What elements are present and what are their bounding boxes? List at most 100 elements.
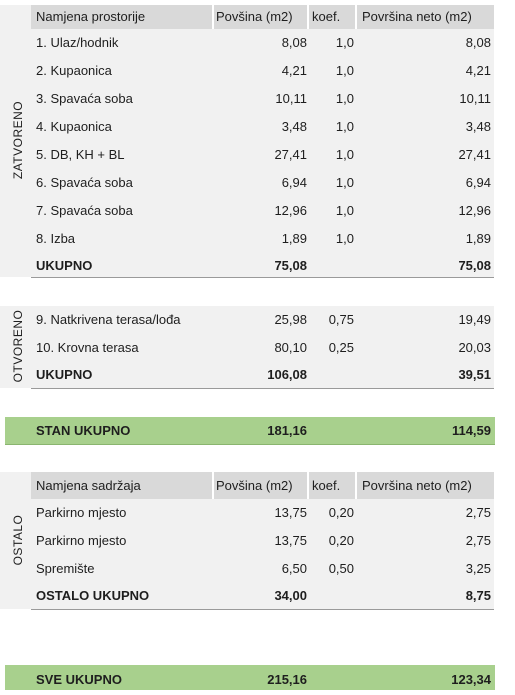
sve-ukupno-area: 215,16 [267,672,307,687]
row-name: 6. Spavaća soba [36,175,133,190]
row-neto: 19,49 [458,312,491,327]
total-neto: 8,75 [465,588,491,603]
row-neto: 20,03 [458,340,491,355]
zatvoreno-header: Namjena prostorije Povšina (m2) koef. Po… [31,5,494,29]
row-neto: 2,75 [465,533,491,548]
table-row: 5. DB, KH + BL 27,41 1,0 27,41 [31,141,494,169]
row-name: Parkirno mjesto [36,505,127,520]
stan-ukupno-label: STAN UKUPNO [36,423,131,438]
total-area: 106,08 [267,367,307,382]
row-area: 3,48 [281,119,307,134]
row-name: Spremište [36,561,95,576]
table-row: Spremište 6,50 0,50 3,25 [31,555,494,583]
ostalo-label: OSTALO [11,514,25,566]
row-koef: 0,20 [328,533,354,548]
row-name: 1. Ulaz/hodnik [36,35,119,50]
table-row: 4. Kupaonica 3,48 1,0 3,48 [31,113,494,141]
stan-ukupno-row: STAN UKUPNO 181,16 114,59 [5,417,495,445]
table-row: 10. Krovna terasa 80,10 0,25 20,03 [31,334,494,362]
total-neto: 75,08 [458,258,491,273]
row-area: 27,41 [274,147,307,162]
total-label: UKUPNO [36,258,93,273]
row-koef: 0,25 [328,340,354,355]
row-name: 4. Kupaonica [36,119,112,134]
otvoreno-total-row: UKUPNO 106,08 39,51 [31,362,494,388]
row-koef: 0,75 [328,312,354,327]
row-area: 10,11 [275,91,307,106]
header-neto: Površina neto (m2) [362,9,472,24]
row-name: 7. Spavaća soba [36,203,133,218]
total-label: UKUPNO [36,367,93,382]
zatvoreno-side-panel [0,5,31,277]
row-koef: 1,0 [335,203,354,218]
row-koef: 0,50 [328,561,354,576]
table-row: 9. Natkrivena terasa/lođa 25,98 0,75 19,… [31,306,494,334]
otvoreno-label: OTVORENO [11,309,25,383]
row-neto: 1,89 [465,231,491,246]
sve-ukupno-neto: 123,34 [451,672,491,687]
otvoreno-side-panel [0,306,31,388]
row-koef: 1,0 [335,231,354,246]
row-area: 25,98 [274,312,307,327]
stan-ukupno-neto: 114,59 [451,423,491,438]
row-koef: 1,0 [335,35,354,50]
row-name: 3. Spavaća soba [36,91,133,106]
row-area: 80,10 [274,340,307,355]
total-area: 34,00 [274,588,307,603]
row-neto: 3,48 [465,119,491,134]
header-area: Povšina (m2) [216,9,293,24]
row-neto: 2,75 [465,505,491,520]
row-name: Parkirno mjesto [36,533,127,548]
sve-ukupno-row: SVE UKUPNO 215,16 123,34 [5,665,495,690]
row-name: 8. Izba [36,231,76,246]
row-koef: 1,0 [335,175,354,190]
table-row: 6. Spavaća soba 6,94 1,0 6,94 [31,169,494,197]
row-area: 4,21 [281,63,307,78]
row-neto: 3,25 [465,561,491,576]
header-name: Namjena prostorije [36,9,146,24]
sve-ukupno-label: SVE UKUPNO [36,672,122,687]
row-koef: 1,0 [335,119,354,134]
row-neto: 12,96 [458,203,491,218]
row-name: 2. Kupaonica [36,63,112,78]
row-koef: 1,0 [335,147,354,162]
row-neto: 27,41 [458,147,491,162]
row-neto: 10,11 [459,91,491,106]
zatvoreno-total-row: UKUPNO 75,08 75,08 [31,253,494,277]
total-neto: 39,51 [458,367,491,382]
row-area: 12,96 [274,203,307,218]
header-neto: Površina neto (m2) [362,478,472,493]
table-row: Parkirno mjesto 13,75 0,20 2,75 [31,499,494,527]
table-row: 1. Ulaz/hodnik 8,08 1,0 8,08 [31,29,494,57]
row-area: 13,75 [274,505,307,520]
table-row: 2. Kupaonica 4,21 1,0 4,21 [31,57,494,85]
ostalo-side-panel [0,472,31,609]
table-row: 7. Spavaća soba 12,96 1,0 12,96 [31,197,494,225]
row-neto: 6,94 [465,175,491,190]
ostalo-total-row: OSTALO UKUPNO 34,00 8,75 [31,583,494,609]
row-neto: 4,21 [465,63,491,78]
table-row: 3. Spavaća soba 10,11 1,0 10,11 [31,85,494,113]
row-area: 8,08 [281,35,307,50]
row-name: 5. DB, KH + BL [36,147,125,162]
table-row: 8. Izba 1,89 1,0 1,89 [31,225,494,253]
row-area: 1,89 [281,231,307,246]
header-koef: koef. [312,478,341,493]
row-area: 6,94 [281,175,307,190]
total-area: 75,08 [274,258,307,273]
table-row: Parkirno mjesto 13,75 0,20 2,75 [31,527,494,555]
row-name: 10. Krovna terasa [36,340,139,355]
row-koef: 0,20 [328,505,354,520]
ostalo-header: Namjena sadržaja Povšina (m2) koef. Povr… [31,472,494,499]
zatvoreno-label: ZATVORENO [11,100,25,180]
total-label: OSTALO UKUPNO [36,588,150,603]
header-area: Povšina (m2) [216,478,293,493]
row-name: 9. Natkrivena terasa/lođa [36,312,181,327]
header-koef: koef. [312,9,341,24]
stan-ukupno-area: 181,16 [267,423,307,438]
header-name: Namjena sadržaja [36,478,141,493]
row-koef: 1,0 [335,91,354,106]
row-area: 6,50 [281,561,307,576]
row-area: 13,75 [274,533,307,548]
row-neto: 8,08 [465,35,491,50]
